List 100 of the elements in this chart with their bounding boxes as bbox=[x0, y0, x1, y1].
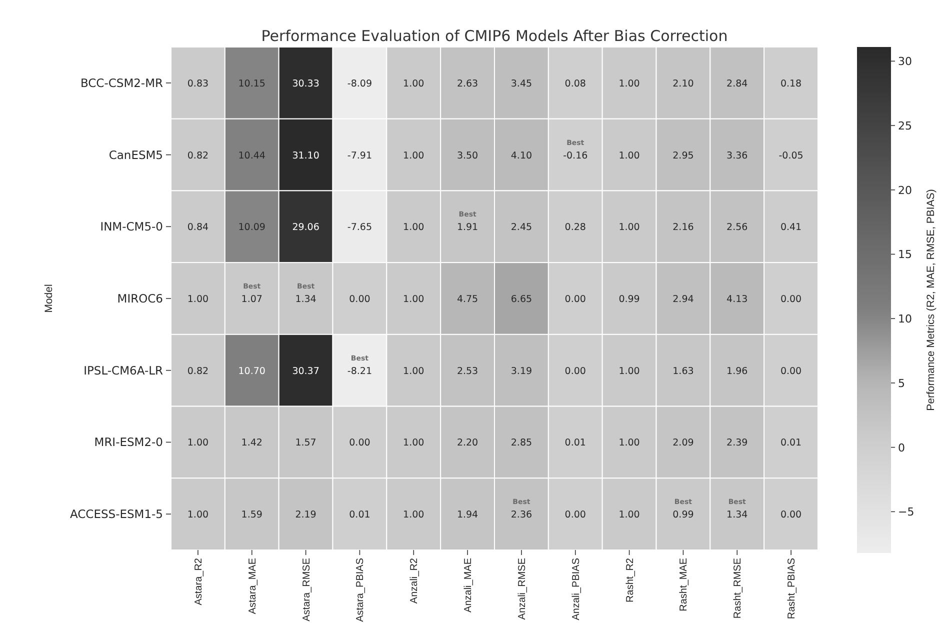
data-label: 1.94 bbox=[456, 510, 478, 521]
data-label: 10.44 bbox=[238, 150, 266, 162]
data-label: 1.00 bbox=[403, 78, 424, 90]
x-tick-label: Astara_RMSE bbox=[301, 558, 312, 622]
data-label: 1.96 bbox=[726, 366, 748, 377]
data-label: 0.00 bbox=[564, 294, 586, 305]
data-label: 31.10 bbox=[292, 150, 320, 162]
data-label: 0.41 bbox=[780, 222, 802, 234]
color-bar-label: 5 bbox=[898, 376, 905, 390]
data-label: 10.09 bbox=[238, 222, 266, 234]
y-tick-label: INM-CM5-0 bbox=[100, 220, 163, 234]
data-label: 2.09 bbox=[672, 438, 694, 449]
y-tick-label: MRI-ESM2-0 bbox=[94, 435, 163, 450]
data-label: 1.00 bbox=[403, 366, 424, 377]
color-bar-label: 15 bbox=[898, 248, 912, 262]
data-label: 0.00 bbox=[564, 510, 586, 521]
data-label: 0.84 bbox=[187, 222, 209, 234]
data-label: 6.65 bbox=[510, 294, 532, 305]
data-label: -0.05 bbox=[778, 150, 804, 162]
chart-title: Performance Evaluation of CMIP6 Models After Bias Correction bbox=[261, 27, 728, 45]
data-label: 2.20 bbox=[456, 438, 478, 449]
y-tick-label: IPSL-CM6A-LR bbox=[84, 363, 163, 378]
data-label: 1.00 bbox=[403, 150, 424, 162]
color-bar-label: 25 bbox=[898, 120, 912, 133]
data-label: 10.70 bbox=[238, 366, 266, 377]
data-label: 2.45 bbox=[510, 222, 532, 234]
x-tick-label: Astara_MAE bbox=[247, 558, 258, 614]
data-label: 0.28 bbox=[564, 222, 586, 234]
data-label: 0.01 bbox=[780, 438, 802, 449]
data-label: 1.00 bbox=[618, 438, 640, 449]
data-label: 2.53 bbox=[456, 366, 478, 377]
data-label: 0.00 bbox=[780, 366, 802, 377]
data-label: -7.91 bbox=[347, 150, 372, 162]
data-label: 4.10 bbox=[510, 150, 532, 162]
data-label: 1.00 bbox=[618, 78, 640, 90]
x-tick-label: Astara_R2 bbox=[193, 558, 204, 606]
data-label: 1.00 bbox=[403, 438, 424, 449]
data-label: 2.39 bbox=[726, 438, 748, 449]
data-label: 4.13 bbox=[726, 294, 748, 305]
data-label: 0.01 bbox=[564, 438, 586, 449]
data-label: 1.00 bbox=[187, 510, 209, 521]
data-label: 1.00 bbox=[187, 438, 209, 449]
data-label: 0.00 bbox=[349, 438, 370, 449]
x-tick-label: Rasht_MAE bbox=[678, 558, 690, 612]
data-label: 0.82 bbox=[187, 150, 209, 162]
x-tick-label: Anzali_MAE bbox=[463, 558, 474, 612]
data-label: 0.00 bbox=[349, 294, 370, 305]
data-label: 0.01 bbox=[349, 510, 370, 521]
data-label: 4.75 bbox=[456, 294, 478, 305]
y-tick-label: BCC-CSM2-MR bbox=[80, 76, 164, 90]
color-bar-label: 20 bbox=[898, 184, 912, 197]
data-label: 1.42 bbox=[241, 438, 262, 449]
data-label: 1.00 bbox=[403, 222, 424, 234]
x-tick-label: Anzali_R2 bbox=[409, 558, 420, 604]
data-label: 1.00 bbox=[403, 510, 424, 521]
data-label: 2.85 bbox=[510, 438, 532, 449]
y-tick-label: ACCESS-ESM1-5 bbox=[70, 507, 163, 522]
data-label: 2.56 bbox=[726, 222, 748, 234]
x-tick-label: Anzali_RMSE bbox=[516, 558, 528, 620]
data-label: 2.84 bbox=[726, 78, 748, 90]
data-label: 30.37 bbox=[292, 366, 320, 377]
data-label: 2.94 bbox=[672, 294, 694, 305]
data-label: -8.09 bbox=[347, 78, 372, 90]
data-label: 1.00 bbox=[618, 366, 640, 377]
x-tick-label: Rasht_PBIAS bbox=[786, 558, 798, 620]
data-label: 29.06 bbox=[292, 222, 320, 234]
data-label: -7.65 bbox=[347, 222, 372, 234]
data-label: 1.57 bbox=[295, 438, 316, 449]
data-label: 0.18 bbox=[780, 78, 802, 90]
data-label: 2.10 bbox=[672, 78, 694, 90]
data-label: 1.00 bbox=[618, 222, 640, 234]
color-bar-label: 0 bbox=[898, 441, 905, 454]
color-bar-label: −5 bbox=[898, 506, 914, 519]
data-label: 1.00 bbox=[403, 294, 424, 305]
data-label: 2.95 bbox=[672, 150, 694, 162]
data-label: 1.00 bbox=[618, 150, 640, 162]
data-label: 1.00 bbox=[618, 510, 640, 521]
x-tick-label: Anzali_PBIAS bbox=[570, 558, 582, 620]
data-label: 2.63 bbox=[456, 78, 478, 90]
data-label: 1.59 bbox=[241, 510, 262, 521]
data-label: 2.16 bbox=[672, 222, 694, 234]
x-tick-label: Rasht_RMSE bbox=[732, 558, 744, 619]
x-tick-label: Astara_PBIAS bbox=[355, 558, 366, 622]
data-label: 0.83 bbox=[187, 78, 209, 90]
y-tick-label: CanESM5 bbox=[108, 148, 163, 162]
color-bar-label: 30 bbox=[898, 55, 912, 68]
color-bar-label: 10 bbox=[898, 312, 912, 326]
data-label: 0.82 bbox=[187, 366, 209, 377]
data-label: 2.19 bbox=[295, 510, 316, 521]
data-label: 0.00 bbox=[780, 294, 802, 305]
data-label: 0.08 bbox=[564, 78, 586, 90]
data-label: 1.63 bbox=[672, 366, 694, 377]
y-axis-title: Model bbox=[43, 284, 55, 313]
data-label: 3.45 bbox=[510, 78, 532, 90]
data-label: 3.50 bbox=[456, 150, 478, 162]
y-tick-label: MIROC6 bbox=[117, 292, 163, 306]
data-label: 0.00 bbox=[564, 366, 586, 377]
data-label: 30.33 bbox=[292, 78, 320, 90]
x-tick-label: Rasht_R2 bbox=[624, 558, 636, 602]
color-bar-title: Performance Metrics (R2, MAE, RMSE, PBIAS) bbox=[925, 189, 937, 411]
